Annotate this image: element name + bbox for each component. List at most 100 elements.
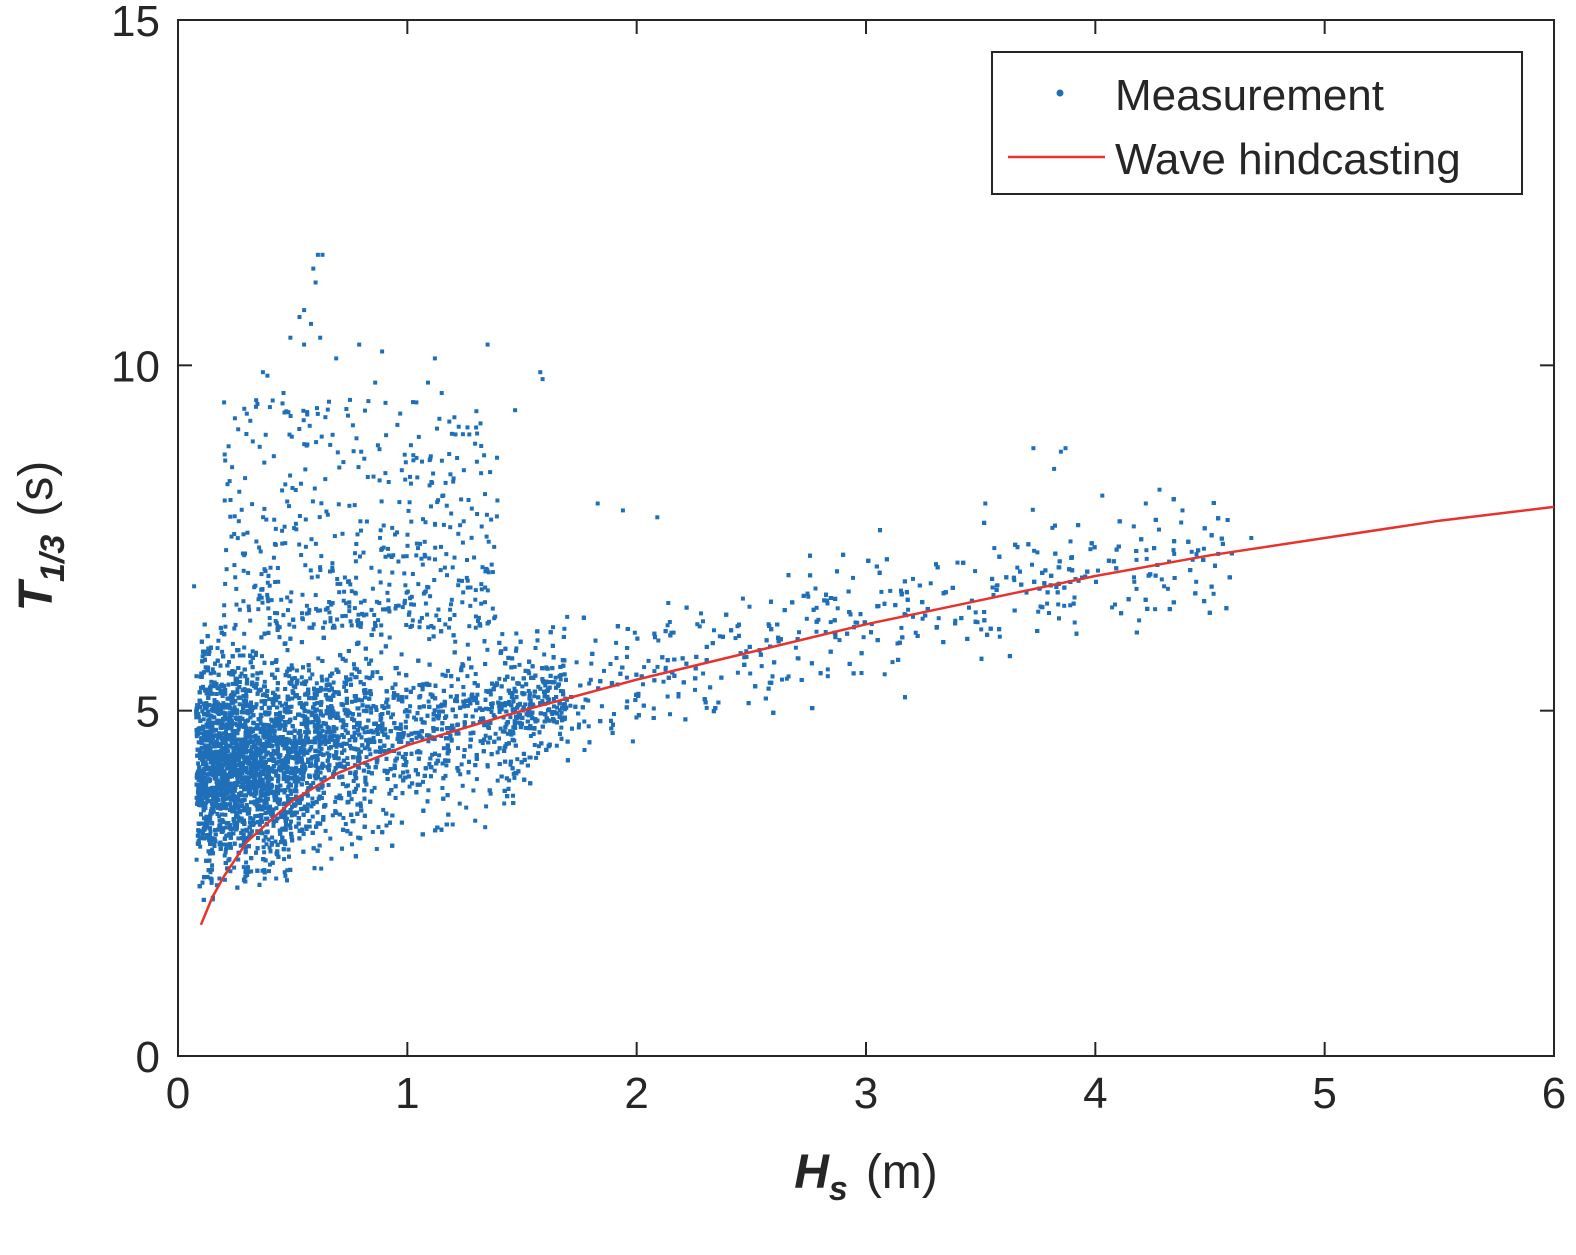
measurement-point bbox=[273, 790, 278, 795]
measurement-point bbox=[608, 662, 613, 666]
measurement-point bbox=[526, 689, 531, 693]
measurement-point bbox=[253, 705, 258, 710]
measurement-point bbox=[309, 713, 314, 718]
measurement-point bbox=[294, 743, 299, 748]
measurement-point bbox=[286, 800, 291, 805]
measurement-point bbox=[513, 726, 518, 730]
measurement-point bbox=[488, 692, 493, 697]
measurement-point bbox=[262, 876, 267, 881]
measurement-point bbox=[206, 665, 211, 670]
measurement-point bbox=[440, 786, 445, 790]
measurement-point bbox=[267, 845, 272, 850]
measurement-point bbox=[744, 649, 749, 654]
measurement-point bbox=[276, 759, 281, 764]
measurement-point bbox=[920, 616, 925, 621]
measurement-point bbox=[485, 647, 490, 652]
measurement-point bbox=[207, 838, 212, 843]
measurement-point bbox=[249, 748, 254, 753]
measurement-point bbox=[319, 746, 324, 751]
measurement-point bbox=[362, 746, 367, 751]
measurement-point bbox=[630, 739, 635, 744]
measurement-point bbox=[1088, 547, 1093, 552]
measurement-point bbox=[624, 675, 629, 680]
measurement-point bbox=[511, 771, 516, 776]
measurement-point bbox=[304, 827, 309, 831]
measurement-point bbox=[289, 741, 294, 746]
measurement-point bbox=[475, 692, 480, 697]
measurement-point bbox=[1132, 575, 1136, 580]
measurement-point bbox=[371, 704, 376, 708]
measurement-point bbox=[206, 652, 211, 656]
measurement-point bbox=[262, 684, 266, 689]
measurement-point bbox=[1153, 607, 1158, 612]
measurement-point bbox=[427, 733, 432, 738]
measurement-point bbox=[491, 713, 496, 718]
measurement-point bbox=[194, 734, 199, 739]
measurement-point bbox=[533, 646, 538, 650]
measurement-point bbox=[558, 677, 563, 682]
measurement-point bbox=[196, 740, 201, 745]
measurement-point bbox=[587, 681, 592, 686]
measurement-point bbox=[216, 638, 221, 643]
measurement-point bbox=[515, 757, 520, 762]
measurement-point bbox=[228, 808, 232, 812]
measurement-point bbox=[669, 630, 674, 635]
measurement-point bbox=[202, 743, 207, 748]
measurement-point bbox=[358, 801, 363, 806]
measurement-point bbox=[1144, 556, 1149, 561]
measurement-point bbox=[218, 806, 223, 811]
measurement-point bbox=[387, 635, 392, 640]
measurement-point bbox=[427, 637, 432, 642]
measurement-point bbox=[1035, 550, 1040, 555]
measurement-point bbox=[1032, 548, 1037, 553]
measurement-point bbox=[262, 679, 267, 684]
measurement-point bbox=[244, 690, 249, 695]
measurement-point bbox=[216, 798, 221, 802]
measurement-point bbox=[267, 736, 271, 741]
measurement-point bbox=[267, 616, 272, 620]
measurement-point bbox=[307, 748, 312, 753]
measurement-point bbox=[586, 724, 591, 729]
measurement-point bbox=[474, 777, 479, 782]
measurement-point bbox=[223, 739, 227, 744]
measurement-point bbox=[282, 706, 287, 711]
measurement-point bbox=[294, 760, 299, 765]
measurement-point bbox=[307, 824, 312, 829]
measurement-point bbox=[416, 730, 421, 735]
measurement-point bbox=[457, 801, 462, 806]
measurement-point bbox=[1157, 527, 1161, 532]
measurement-point bbox=[515, 720, 520, 725]
measurement-point bbox=[282, 870, 287, 875]
measurement-point bbox=[330, 813, 335, 818]
measurement-point bbox=[212, 670, 217, 675]
measurement-point bbox=[293, 756, 298, 761]
measurement-point bbox=[398, 722, 403, 727]
measurement-point bbox=[227, 660, 231, 664]
measurement-point bbox=[634, 715, 639, 720]
measurement-point bbox=[559, 710, 564, 715]
measurement-point bbox=[230, 681, 235, 686]
measurement-point bbox=[223, 812, 228, 817]
measurement-point bbox=[277, 700, 282, 705]
measurement-point bbox=[299, 675, 304, 680]
measurement-point bbox=[224, 702, 229, 707]
measurement-point bbox=[527, 696, 532, 701]
measurement-point bbox=[291, 684, 296, 689]
measurement-point bbox=[735, 670, 740, 675]
measurement-point bbox=[316, 716, 321, 721]
measurement-point bbox=[456, 677, 460, 682]
measurement-point bbox=[335, 762, 340, 767]
measurement-point bbox=[1131, 524, 1136, 529]
measurement-point bbox=[264, 842, 269, 847]
measurement-point bbox=[997, 634, 1002, 639]
measurement-point bbox=[230, 641, 235, 646]
measurement-point bbox=[614, 640, 619, 645]
measurement-point bbox=[236, 806, 241, 810]
measurement-point bbox=[443, 773, 448, 778]
measurement-point bbox=[1179, 520, 1184, 525]
measurement-point bbox=[520, 684, 525, 689]
measurement-point bbox=[204, 701, 209, 705]
measurement-point bbox=[514, 631, 519, 636]
measurement-point bbox=[401, 763, 406, 767]
measurement-point bbox=[404, 695, 409, 700]
